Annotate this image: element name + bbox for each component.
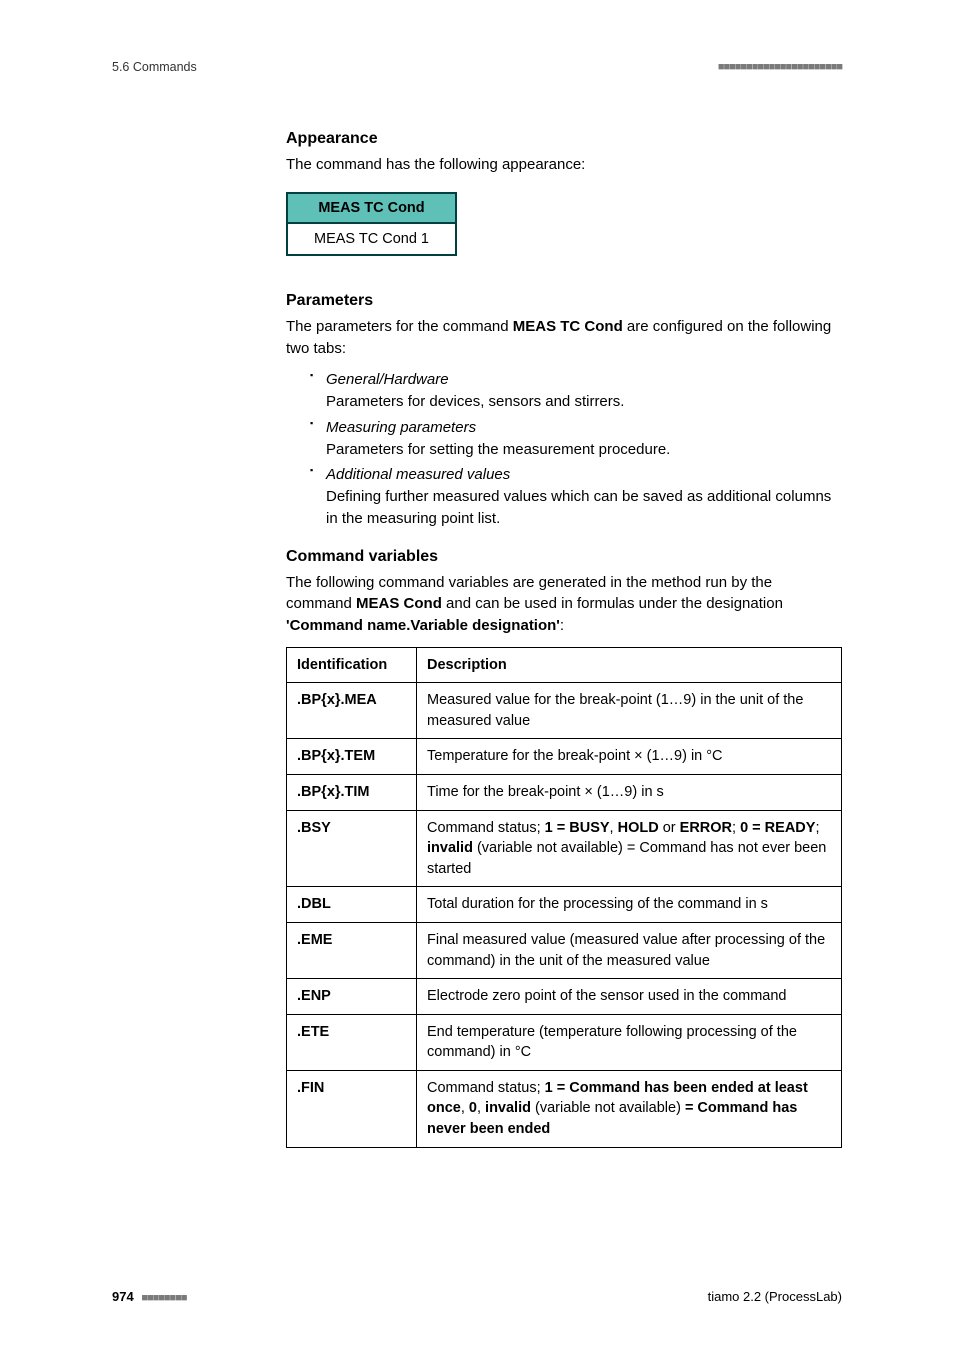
table-row: .EMEFinal measured value (measured value… xyxy=(287,922,842,978)
parameters-list: General/Hardware Parameters for devices,… xyxy=(286,369,842,529)
cv-intro-mid: and can be used in formulas under the de… xyxy=(442,595,783,612)
table-header-row: Identification Description xyxy=(287,647,842,683)
cell-description: Total duration for the processing of the… xyxy=(417,887,842,923)
page-footer: 974 ■■■■■■■■ tiamo 2.2 (ProcessLab) xyxy=(112,1289,842,1304)
cell-description: Command status; 1 = Command has been end… xyxy=(417,1070,842,1147)
table-row: .BP{x}.TEMTemperature for the break-poin… xyxy=(287,739,842,775)
cell-identification: .ETE xyxy=(287,1014,417,1070)
cell-description: Time for the break-point × (1…9) in s xyxy=(417,775,842,811)
cell-description: Command status; 1 = BUSY, HOLD or ERROR;… xyxy=(417,810,842,887)
cell-identification: .BP{x}.TEM xyxy=(287,739,417,775)
table-row: .ENPElectrode zero point of the sensor u… xyxy=(287,979,842,1015)
cell-description: Final measured value (measured value aft… xyxy=(417,922,842,978)
command-box: MEAS TC Cond MEAS TC Cond 1 xyxy=(286,192,457,256)
table-body: .BP{x}.MEAMeasured value for the break-p… xyxy=(287,683,842,1147)
parameters-heading: Parameters xyxy=(286,292,842,310)
command-box-title: MEAS TC Cond xyxy=(288,194,455,224)
cell-description: Measured value for the break-point (1…9)… xyxy=(417,683,842,739)
command-variables-table: Identification Description .BP{x}.MEAMea… xyxy=(286,647,842,1148)
footer-left: 974 ■■■■■■■■ xyxy=(112,1289,186,1304)
cell-identification: .BSY xyxy=(287,810,417,887)
parameters-intro-pre: The parameters for the command xyxy=(286,318,513,335)
cv-intro-bold: MEAS Cond xyxy=(356,595,442,612)
command-variables-intro: The following command variables are gene… xyxy=(286,572,842,637)
cell-description: Temperature for the break-point × (1…9) … xyxy=(417,739,842,775)
parameters-item: Measuring parameters Parameters for sett… xyxy=(310,417,842,461)
parameters-item: General/Hardware Parameters for devices,… xyxy=(310,369,842,413)
col-identification: Identification xyxy=(287,647,417,683)
parameters-intro: The parameters for the command MEAS TC C… xyxy=(286,316,842,360)
cell-identification: .BP{x}.MEA xyxy=(287,683,417,739)
cell-identification: .ENP xyxy=(287,979,417,1015)
table-row: .ETEEnd temperature (temperature followi… xyxy=(287,1014,842,1070)
cell-identification: .DBL xyxy=(287,887,417,923)
cell-identification: .BP{x}.TIM xyxy=(287,775,417,811)
appearance-intro: The command has the following appearance… xyxy=(286,154,842,176)
content-area: Appearance The command has the following… xyxy=(286,130,842,1148)
cell-description: Electrode zero point of the sensor used … xyxy=(417,979,842,1015)
header-section: 5.6 Commands xyxy=(112,60,197,74)
param-item-title: General/Hardware xyxy=(326,371,449,388)
param-item-desc: Defining further measured values which c… xyxy=(326,488,831,527)
table-row: .BP{x}.TIMTime for the break-point × (1…… xyxy=(287,775,842,811)
table-row: .BP{x}.MEAMeasured value for the break-p… xyxy=(287,683,842,739)
table-row: .BSYCommand status; 1 = BUSY, HOLD or ER… xyxy=(287,810,842,887)
command-box-body: MEAS TC Cond 1 xyxy=(288,224,455,254)
param-item-desc: Parameters for setting the measurement p… xyxy=(326,441,670,458)
cell-description: End temperature (temperature following p… xyxy=(417,1014,842,1070)
footer-page: 974 xyxy=(112,1289,134,1304)
header-dashes: ■■■■■■■■■■■■■■■■■■■■■■ xyxy=(718,61,842,73)
table-row: .FINCommand status; 1 = Command has been… xyxy=(287,1070,842,1147)
cv-intro-bold2: 'Command name.Variable designation' xyxy=(286,617,560,634)
page-header: 5.6 Commands ■■■■■■■■■■■■■■■■■■■■■■ xyxy=(112,60,842,74)
page: 5.6 Commands ■■■■■■■■■■■■■■■■■■■■■■ Appe… xyxy=(0,0,954,1350)
footer-dashes: ■■■■■■■■ xyxy=(141,1292,186,1304)
col-description: Description xyxy=(417,647,842,683)
cell-identification: .FIN xyxy=(287,1070,417,1147)
command-variables-heading: Command variables xyxy=(286,548,842,566)
table-row: .DBLTotal duration for the processing of… xyxy=(287,887,842,923)
appearance-heading: Appearance xyxy=(286,130,842,148)
param-item-desc: Parameters for devices, sensors and stir… xyxy=(326,393,624,410)
parameters-intro-bold: MEAS TC Cond xyxy=(513,318,623,335)
cell-identification: .EME xyxy=(287,922,417,978)
footer-product: tiamo 2.2 (ProcessLab) xyxy=(708,1289,842,1304)
param-item-title: Additional measured values xyxy=(326,466,510,483)
param-item-title: Measuring parameters xyxy=(326,419,476,436)
cv-intro-post: : xyxy=(560,617,564,634)
parameters-item: Additional measured values Defining furt… xyxy=(310,464,842,529)
